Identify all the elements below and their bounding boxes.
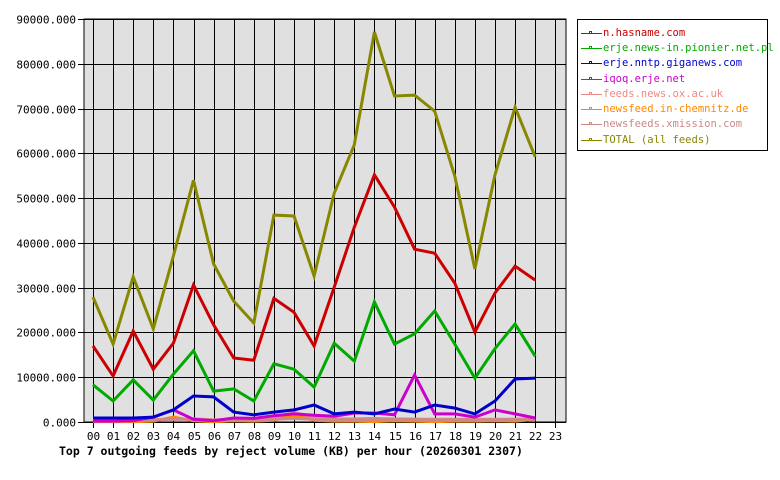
legend-line-marker-icon <box>581 59 602 67</box>
legend: n.hasname.com erje.news-in.pionier.net.pl… <box>577 19 774 151</box>
legend-label: newsfeeds.xmission.com <box>603 118 743 131</box>
x-tick-label: 08 <box>248 430 261 443</box>
x-tick-label: 02 <box>127 430 140 443</box>
legend-item: erje.news-in.pionier.net.pl <box>581 40 774 55</box>
x-tick-label: 05 <box>188 430 201 443</box>
y-tick-label: 70000.000 <box>16 104 76 117</box>
x-tick-label: 12 <box>328 430 341 443</box>
x-tick-label: 17 <box>429 430 442 443</box>
legend-label: TOTAL (all feeds) <box>603 133 711 146</box>
x-tick-label: 21 <box>509 430 522 443</box>
y-tick-label: 90000.000 <box>16 14 76 27</box>
y-tick-label: 20000.000 <box>16 327 76 340</box>
x-tick-label: 19 <box>469 430 482 443</box>
chart-title: Top 7 outgoing feeds by reject volume (K… <box>59 444 523 458</box>
y-tick-label: 10000.000 <box>16 372 76 385</box>
x-tick-label: 11 <box>308 430 321 443</box>
legend-item: TOTAL (all feeds) <box>581 132 767 147</box>
y-axis: 0.000 10000.000 20000.000 30000.000 40000.00… <box>16 14 84 430</box>
legend-line-marker-icon <box>581 29 602 37</box>
x-tick-label: 16 <box>409 430 422 443</box>
y-tick-label: 50000.000 <box>16 193 76 206</box>
x-tick-label: 03 <box>147 430 160 443</box>
x-tick-label: 07 <box>228 430 241 443</box>
y-tick-label: 60000.000 <box>16 148 76 161</box>
legend-item: erje.nntp.giganews.com <box>581 56 767 71</box>
legend-item: iqoq.erje.net <box>581 71 767 86</box>
x-tick-label: 23 <box>549 430 562 443</box>
series-line <box>91 31 537 349</box>
x-tick-label: 04 <box>167 430 181 443</box>
legend-item: newsfeed.in-chemnitz.de <box>581 101 767 116</box>
series-lines <box>91 31 537 424</box>
legend-line-marker-icon <box>581 120 602 128</box>
x-axis: 00 01 02 03 04 05 06 07 08 09 10 11 12 13 14 15 16 17 18 19… <box>87 422 562 443</box>
series-line <box>93 376 536 420</box>
x-tick-label: 22 <box>529 430 542 443</box>
legend-line-marker-icon <box>581 44 602 52</box>
legend-label: feeds.news.ox.ac.uk <box>603 87 724 100</box>
series-line <box>91 171 537 379</box>
series-line <box>92 298 537 404</box>
legend-label: erje.news-in.pionier.net.pl <box>603 41 774 54</box>
x-tick-label: 06 <box>208 430 221 443</box>
legend-item: newsfeeds.xmission.com <box>581 117 767 132</box>
x-tick-label: 13 <box>348 430 361 443</box>
legend-line-marker-icon <box>581 136 602 144</box>
x-tick-label: 20 <box>489 430 502 443</box>
y-tick-label: 30000.000 <box>16 283 76 296</box>
legend-label: iqoq.erje.net <box>603 72 686 85</box>
x-tick-label: 15 <box>389 430 402 443</box>
x-tick-label: 14 <box>368 430 382 443</box>
legend-label: erje.nntp.giganews.com <box>603 57 743 70</box>
series-line <box>93 416 536 422</box>
legend-item: feeds.news.ox.ac.uk <box>581 86 767 101</box>
legend-item: n.hasname.com <box>581 25 767 40</box>
x-tick-label: 10 <box>288 430 301 443</box>
legend-line-marker-icon <box>581 105 602 113</box>
legend-label: n.hasname.com <box>603 26 686 39</box>
legend-line-marker-icon <box>581 90 602 98</box>
y-tick-label: 40000.000 <box>16 238 76 251</box>
legend-label: newsfeed.in-chemnitz.de <box>603 103 749 116</box>
legend-line-marker-icon <box>581 75 602 83</box>
y-tick-label: 80000.000 <box>16 59 76 72</box>
x-tick-label: 18 <box>449 430 462 443</box>
x-tick-label: 00 <box>87 430 100 443</box>
x-tick-label: 09 <box>268 430 281 443</box>
y-tick-label: 0.000 <box>43 417 76 430</box>
grid-lines <box>84 19 566 423</box>
x-tick-label: 01 <box>107 430 120 443</box>
